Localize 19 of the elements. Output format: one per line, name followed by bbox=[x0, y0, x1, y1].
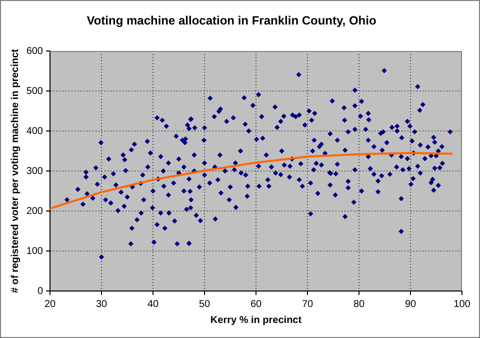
y-tick-label: 0 bbox=[37, 286, 44, 297]
y-tick-label: 400 bbox=[26, 126, 44, 137]
y-tick-label: 600 bbox=[26, 46, 44, 57]
x-tick-label: 40 bbox=[147, 298, 159, 310]
x-tick-label: 50 bbox=[198, 298, 210, 310]
x-tick-label: 60 bbox=[250, 298, 262, 310]
x-tick-label: 70 bbox=[302, 298, 314, 310]
x-tick-label: 90 bbox=[404, 298, 416, 310]
x-tick-label: 80 bbox=[353, 298, 365, 310]
chart-title: Voting machine allocation in Franklin County, Ohio bbox=[86, 14, 376, 28]
y-tick-label: 100 bbox=[26, 246, 44, 257]
y-tick-label: 300 bbox=[26, 166, 44, 177]
y-tick-label: 500 bbox=[26, 86, 44, 97]
x-tick-label: 30 bbox=[96, 298, 108, 310]
y-tick-label: 200 bbox=[26, 206, 44, 217]
x-tick-label: 100 bbox=[454, 298, 471, 310]
x-tick-label: 20 bbox=[44, 298, 56, 310]
x-axis-title: Kerry % in precinct bbox=[210, 314, 302, 326]
y-axis-title: # of registered voter per voting machine in precinct bbox=[10, 48, 21, 293]
